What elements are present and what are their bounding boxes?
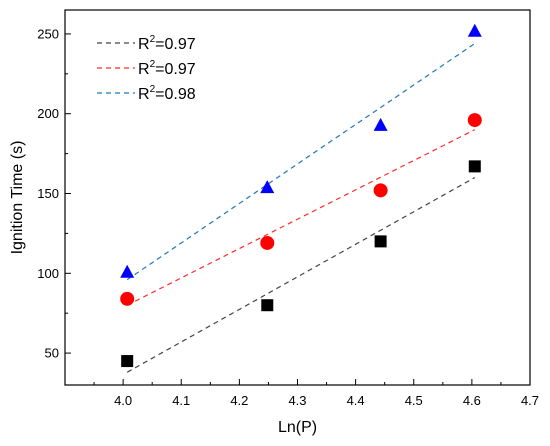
legend-superscript: 2 xyxy=(150,34,156,45)
x-tick-label: 4.4 xyxy=(347,393,365,408)
y-tick-label: 150 xyxy=(37,186,59,201)
fit-line-triangle xyxy=(126,43,476,281)
legend-entry: R2=0.97 xyxy=(138,59,196,78)
y-axis: 50 100 150 200 250 xyxy=(37,26,71,361)
legend-r: R xyxy=(138,61,150,78)
x-tick-label: 4.5 xyxy=(405,393,423,408)
legend-superscript: 2 xyxy=(150,84,156,95)
plot-marks xyxy=(120,23,482,373)
x-tick-label: 4.0 xyxy=(114,393,132,408)
legend-superscript: 2 xyxy=(150,59,156,70)
legend-r: R xyxy=(138,36,150,53)
fit-line-square xyxy=(126,177,476,373)
x-axis-label: Ln(P) xyxy=(278,419,317,436)
series-square xyxy=(121,160,481,373)
series-triangle xyxy=(120,23,482,281)
data-point-circle xyxy=(467,113,482,128)
x-tick-label: 4.3 xyxy=(288,393,306,408)
data-point-triangle xyxy=(260,180,275,194)
series-circle xyxy=(120,113,482,306)
x-tick-label: 4.7 xyxy=(521,393,539,408)
x-tick-label: 4.6 xyxy=(463,393,481,408)
legend-value: =0.97 xyxy=(155,36,196,53)
x-axis: 4.0 4.1 4.2 4.3 4.4 4.5 4.6 4.7 xyxy=(93,379,539,408)
y-tick-label: 200 xyxy=(37,106,59,121)
x-tick-label: 4.1 xyxy=(172,393,190,408)
y-tick-label: 100 xyxy=(37,266,59,281)
data-point-circle xyxy=(373,183,388,198)
data-point-square xyxy=(374,235,387,248)
fit-line-circle xyxy=(126,129,476,306)
x-tick-label: 4.2 xyxy=(230,393,248,408)
data-point-square xyxy=(468,160,481,173)
y-tick-label: 250 xyxy=(37,26,59,41)
data-point-triangle xyxy=(373,117,388,131)
legend-r: R xyxy=(138,86,150,103)
legend-entry: R2=0.98 xyxy=(138,84,196,103)
data-point-triangle xyxy=(467,23,482,37)
data-point-square xyxy=(121,355,134,368)
legend-value: =0.97 xyxy=(155,61,196,78)
legend-entry: R2=0.97 xyxy=(138,34,196,53)
data-point-triangle xyxy=(120,264,135,278)
data-point-circle xyxy=(120,291,135,306)
legend-value: =0.98 xyxy=(155,86,196,103)
y-tick-label: 50 xyxy=(45,346,59,361)
data-point-square xyxy=(261,299,274,312)
data-point-circle xyxy=(260,235,275,250)
y-axis-label: Ignition Time (s) xyxy=(9,141,26,255)
